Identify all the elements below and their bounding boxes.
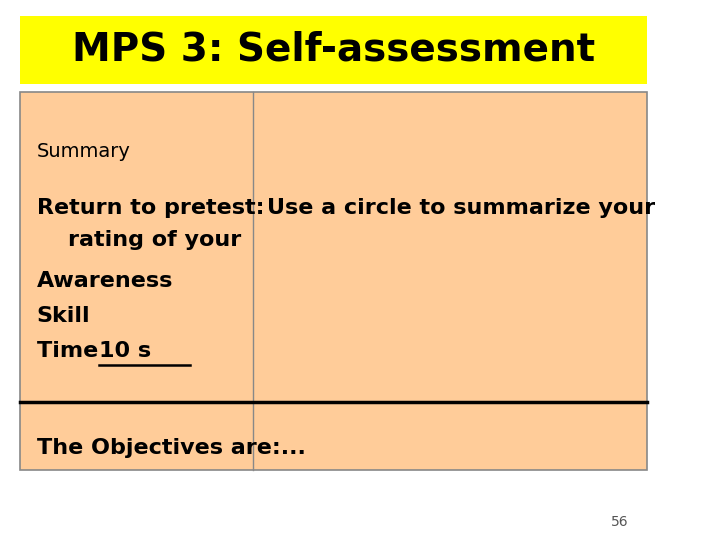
Text: The Objectives are:...: The Objectives are:... [37, 438, 305, 458]
Text: Skill: Skill [37, 306, 90, 326]
Text: MPS 3: Self-assessment: MPS 3: Self-assessment [72, 31, 595, 69]
Text: Time: Time [37, 341, 114, 361]
FancyBboxPatch shape [20, 16, 647, 84]
Text: 56: 56 [611, 515, 629, 529]
Text: 10 s: 10 s [99, 341, 150, 361]
Text: Use a circle to summarize your: Use a circle to summarize your [266, 198, 654, 218]
Text: rating of your: rating of your [37, 230, 241, 251]
Text: Return to pretest:: Return to pretest: [37, 198, 264, 218]
FancyBboxPatch shape [20, 92, 647, 470]
Text: Summary: Summary [37, 141, 130, 161]
Text: Awareness: Awareness [37, 271, 173, 291]
